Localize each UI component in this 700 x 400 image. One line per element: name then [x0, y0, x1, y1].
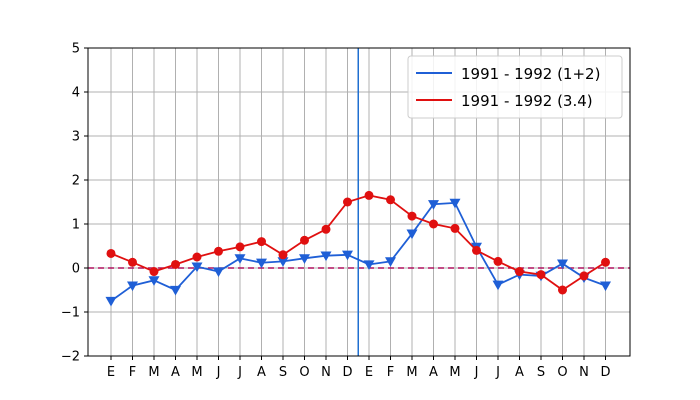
- data-point: [148, 276, 160, 286]
- data-point: [127, 281, 138, 292]
- legend-label: 1991 - 1992 (1+2): [461, 65, 600, 83]
- data-point: [428, 200, 439, 210]
- x-tick-label: O: [557, 365, 567, 380]
- x-tick-label: S: [279, 365, 287, 380]
- data-point: [536, 270, 546, 280]
- data-point: [128, 257, 137, 267]
- data-point: [256, 258, 267, 269]
- x-tick-label: A: [429, 365, 438, 380]
- x-tick-label: M: [406, 365, 417, 380]
- reference-lines: [88, 48, 630, 356]
- x-tick-label: A: [257, 365, 266, 380]
- data-point: [492, 280, 504, 291]
- data-point: [429, 219, 438, 229]
- x-tick-label: D: [600, 365, 610, 380]
- data-point: [278, 250, 288, 260]
- data-point: [601, 257, 610, 267]
- y-tick-label: 0: [72, 262, 80, 277]
- data-point: [234, 254, 246, 264]
- data-point: [213, 267, 224, 278]
- series: [105, 190, 611, 307]
- data-point: [170, 285, 181, 296]
- data-point: [300, 235, 309, 245]
- data-point: [342, 250, 353, 261]
- y-tick-label: 4: [72, 86, 80, 101]
- x-tick-label: E: [107, 365, 115, 380]
- data-point: [557, 259, 568, 270]
- x-tick-label: O: [299, 365, 309, 380]
- data-point: [385, 257, 396, 267]
- data-point: [235, 242, 245, 252]
- data-point: [406, 229, 418, 240]
- data-point: [106, 248, 116, 258]
- x-tick-label: M: [449, 365, 460, 380]
- x-tick-label: A: [171, 365, 180, 380]
- data-point: [192, 252, 202, 262]
- data-point: [450, 223, 460, 233]
- data-point: [320, 251, 332, 262]
- y-tick-label: 2: [72, 174, 80, 189]
- x-tick-label: J: [237, 365, 242, 380]
- series-1: [105, 198, 611, 307]
- data-point: [600, 281, 611, 292]
- y-tick-label: 1: [72, 218, 80, 233]
- data-point: [277, 257, 289, 267]
- x-tick-label: F: [387, 365, 394, 380]
- legend: 1991 - 1992 (1+2) 1991 - 1992 (3.4): [407, 55, 623, 119]
- x-tick-label: N: [579, 365, 589, 380]
- x-tick-label: M: [148, 365, 159, 380]
- data-point: [449, 198, 461, 209]
- data-point: [472, 245, 481, 255]
- x-tick-label: N: [321, 365, 331, 380]
- x-tick-label: F: [129, 365, 136, 380]
- y-tick-label: 3: [72, 130, 80, 145]
- data-point: [257, 237, 266, 247]
- x-tick-label: J: [216, 365, 221, 380]
- x-tick-label: E: [365, 365, 373, 380]
- y-tick-label: 5: [72, 42, 80, 57]
- data-point: [558, 285, 567, 295]
- data-point: [386, 195, 395, 205]
- x-tick-label: A: [515, 365, 524, 380]
- data-point: [191, 262, 203, 273]
- x-tick-label: J: [474, 365, 479, 380]
- data-point: [407, 211, 417, 221]
- data-point: [579, 271, 589, 281]
- x-tick-label: D: [342, 365, 352, 380]
- series-2: [106, 190, 610, 295]
- data-point: [171, 259, 180, 269]
- x-tick-label: M: [191, 365, 202, 380]
- y-tick-label: −2: [61, 350, 80, 365]
- data-point: [105, 296, 117, 307]
- data-point: [363, 260, 375, 270]
- series-line: [110, 201, 606, 302]
- x-tick-label: S: [537, 365, 545, 380]
- data-point: [343, 197, 352, 207]
- data-point: [299, 254, 310, 264]
- data-point: [214, 246, 223, 256]
- data-point: [149, 267, 159, 277]
- x-tick-label: J: [495, 365, 500, 380]
- legend-label: 1991 - 1992 (3.4): [461, 92, 593, 110]
- legend-box: [407, 55, 623, 119]
- plot-frame: [87, 47, 631, 357]
- data-point: [364, 190, 374, 200]
- data-point: [321, 224, 331, 234]
- y-tick-label: −1: [61, 306, 80, 321]
- data-point: [515, 267, 524, 277]
- data-point: [493, 256, 503, 266]
